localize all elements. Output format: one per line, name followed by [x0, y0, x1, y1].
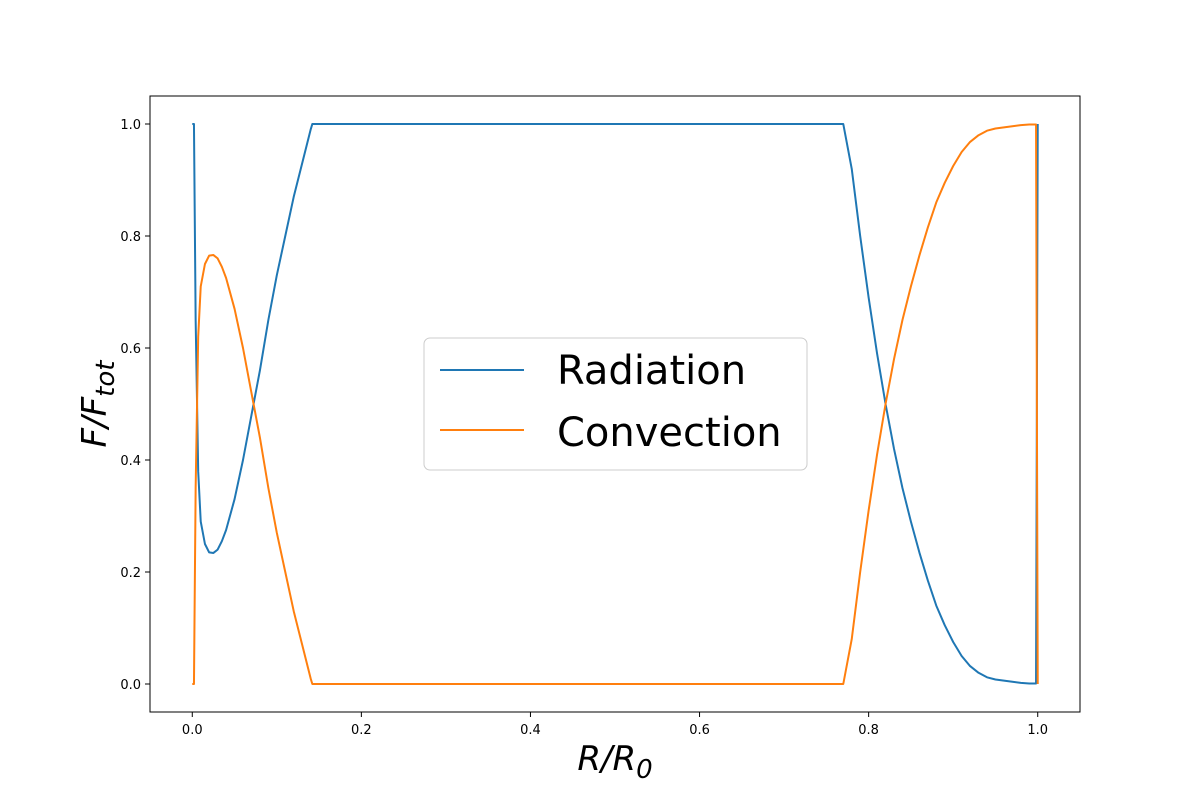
- legend-label-convection: Convection: [557, 410, 782, 456]
- x-tick-label: 0.8: [858, 723, 879, 738]
- y-tick-label: 0.8: [120, 230, 141, 245]
- y-tick-label: 0.0: [120, 678, 141, 693]
- legend-label-radiation: Radiation: [557, 348, 746, 394]
- x-tick-label: 0.6: [689, 723, 710, 738]
- series-line-radiation: [192, 123, 1039, 685]
- y-tick-label: 1.0: [120, 118, 141, 133]
- series-lines: [192, 123, 1039, 685]
- plot-frame: [149, 95, 1081, 713]
- x-tick-label: 0.4: [520, 723, 541, 738]
- y-axis: 0.0 0.2 0.4 0.6 0.8 1.0: [120, 118, 150, 693]
- y-tick-label: 0.6: [120, 342, 141, 357]
- x-axis-label: R/R0: [577, 739, 652, 785]
- y-tick-label: 0.2: [120, 566, 141, 581]
- y-tick-label: 0.4: [120, 454, 141, 469]
- x-tick-label: 0.2: [351, 723, 372, 738]
- x-tick-label: 0.0: [182, 723, 203, 738]
- y-axis-label: F/Ftot: [75, 360, 121, 448]
- legend: Radiation Convection: [423, 337, 808, 471]
- x-axis: 0.0 0.2 0.4 0.6 0.8 1.0: [182, 712, 1048, 738]
- x-tick-label: 1.0: [1027, 723, 1048, 738]
- series-line-convection: [192, 123, 1039, 685]
